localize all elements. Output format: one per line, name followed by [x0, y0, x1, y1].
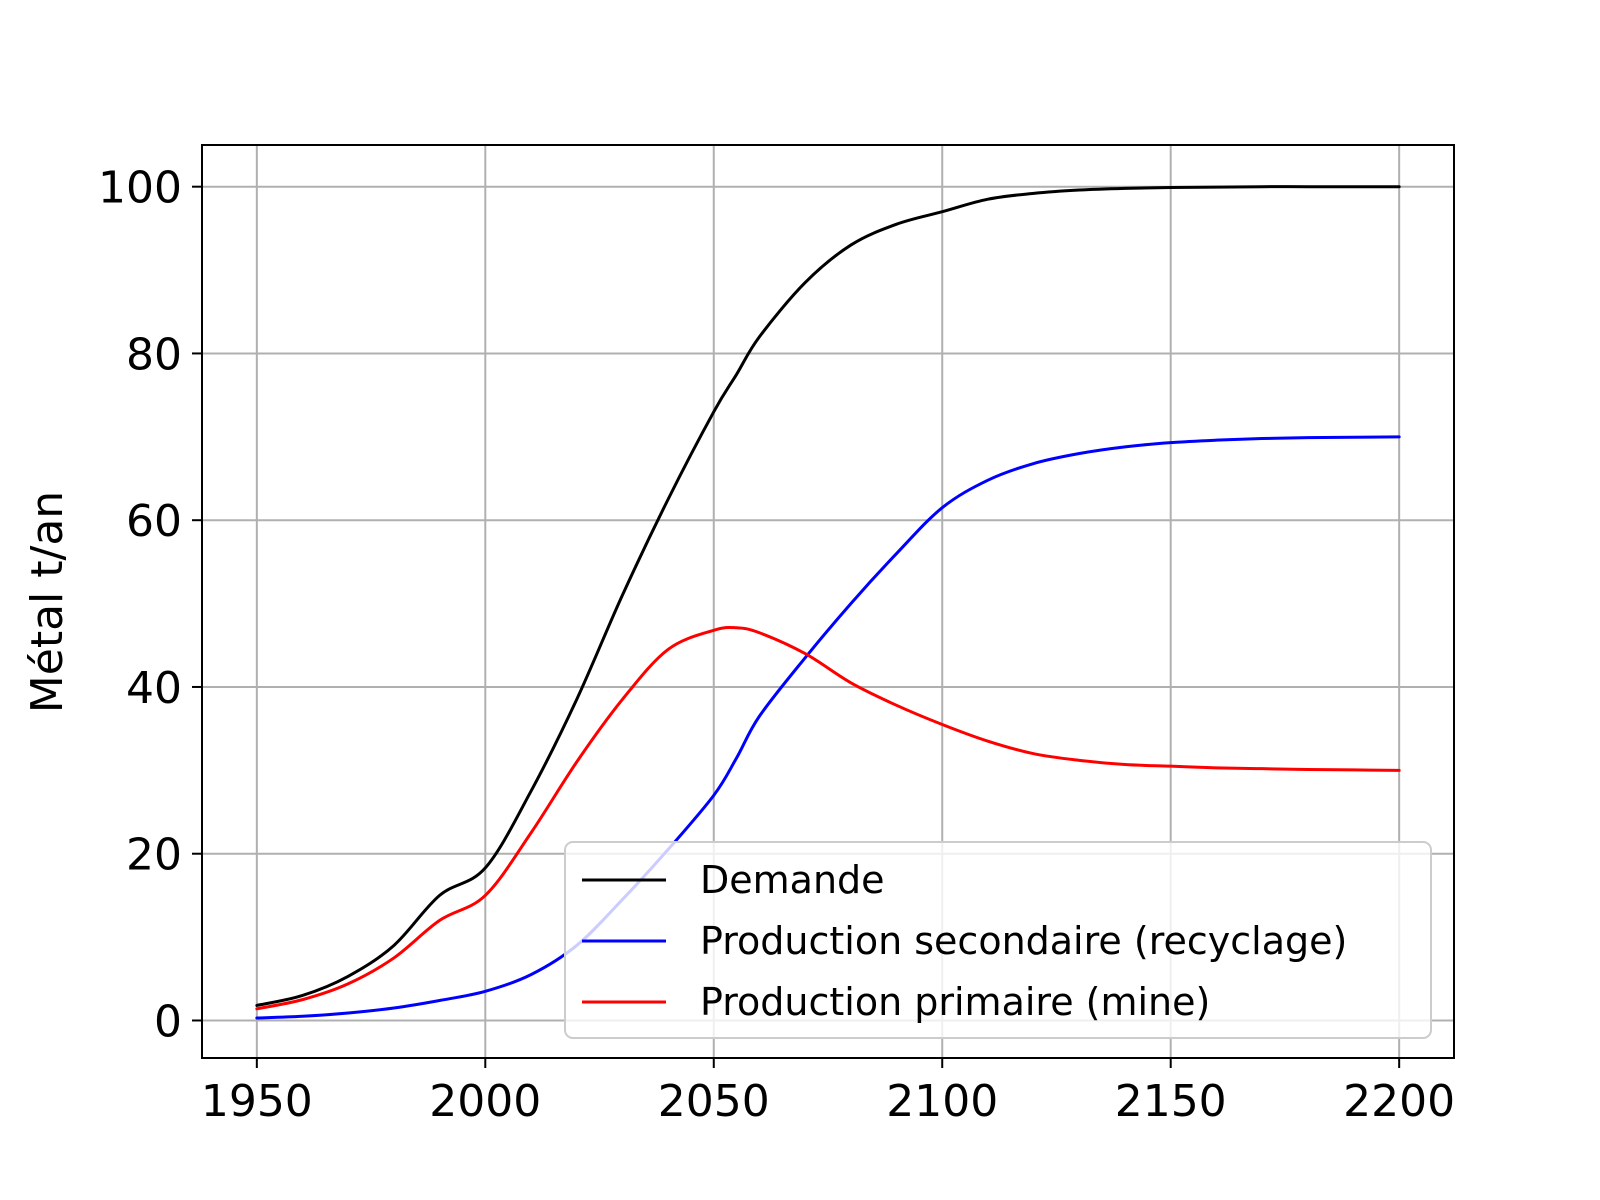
y-tick-label: 20 — [126, 830, 182, 881]
y-tick-label: 100 — [98, 163, 182, 214]
y-tick-label: 0 — [154, 996, 182, 1047]
x-tick-label: 2000 — [429, 1076, 541, 1127]
series-line-2 — [255, 435, 1401, 1020]
series-line-3 — [255, 625, 1401, 1011]
legend: Demande Production secondaire (recyclage)… — [564, 841, 1432, 1039]
plot-area — [255, 185, 1401, 1020]
axes: 1950 2000 2050 2100 2150 2200 0 20 40 60 80 100 — [98, 163, 1455, 1127]
y-tick-label: 40 — [126, 663, 182, 714]
x-tick-label: 2150 — [1115, 1076, 1227, 1127]
x-tick-label: 2050 — [658, 1076, 770, 1127]
y-tick-label: 80 — [126, 329, 182, 380]
legend-entry-label: Demande — [700, 858, 885, 902]
x-tick-label: 1950 — [201, 1076, 313, 1127]
y-axis-label: Métal t/an — [22, 491, 73, 713]
y-tick-label: 60 — [126, 496, 182, 547]
legend-entry-label: Production primaire (mine) — [700, 980, 1210, 1024]
legend-box — [564, 841, 1432, 1039]
legend-entry-label: Production secondaire (recyclage) — [700, 919, 1347, 963]
plot-frame — [201, 144, 1455, 1059]
series-line-1 — [255, 185, 1401, 1007]
grid — [202, 145, 1454, 1058]
x-tick-label: 2200 — [1343, 1076, 1455, 1127]
x-tick-label: 2100 — [886, 1076, 998, 1127]
